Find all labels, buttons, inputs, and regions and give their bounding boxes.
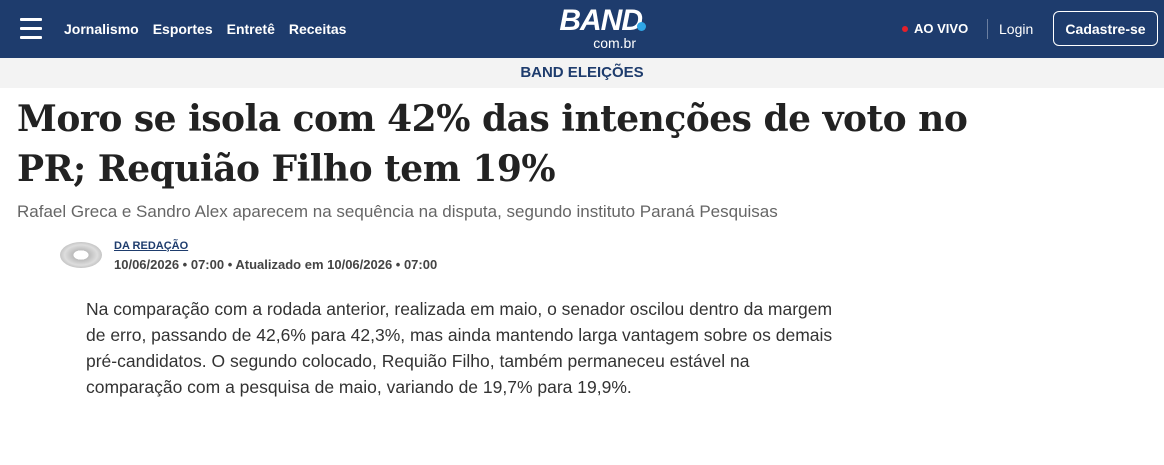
nav-link[interactable]: Jornalismo bbox=[64, 21, 139, 37]
article-subtitle: Rafael Greca e Sandro Alex aparecem na s… bbox=[17, 202, 778, 221]
menu-button[interactable] bbox=[20, 18, 42, 45]
author-link[interactable]: DA REDAÇÃO bbox=[114, 240, 189, 252]
signup-button[interactable]: Cadastre-se bbox=[1053, 11, 1158, 46]
article-title: Moro se isola com 42% das intenções de v… bbox=[17, 98, 968, 190]
logo-brand: BAND bbox=[559, 4, 643, 37]
separator bbox=[987, 19, 988, 39]
live-link[interactable]: AO VIVO bbox=[902, 21, 968, 36]
logo-dot bbox=[637, 22, 646, 31]
live-label: AO VIVO bbox=[914, 21, 969, 36]
article-date: 10/06/2026 • 07:00 • Atualizado em 10/06… bbox=[114, 257, 438, 272]
nav: Jornalismo Esportes Entretê Receitas bbox=[64, 0, 346, 58]
nav-link[interactable]: Esportes bbox=[152, 21, 213, 37]
author-avatar bbox=[60, 242, 102, 268]
section-label[interactable]: BAND ELEIÇÕES bbox=[0, 58, 1164, 88]
login-link[interactable]: Login bbox=[999, 21, 1034, 37]
nav-link[interactable]: Receitas bbox=[288, 21, 347, 37]
article-paragraph: Na comparação com a rodada anterior, rea… bbox=[86, 299, 833, 397]
top-bar: Jornalismo Esportes Entretê Receitas BAN… bbox=[0, 0, 1164, 58]
byline: DA REDAÇÃO 10/06/2026 • 07:00 • Atualiza… bbox=[0, 236, 1164, 296]
logo-domain: com.br bbox=[593, 35, 636, 51]
live-dot bbox=[902, 25, 908, 32]
logo[interactable]: BAND com.br bbox=[534, 4, 646, 51]
nav-link[interactable]: Entretê bbox=[226, 21, 275, 37]
